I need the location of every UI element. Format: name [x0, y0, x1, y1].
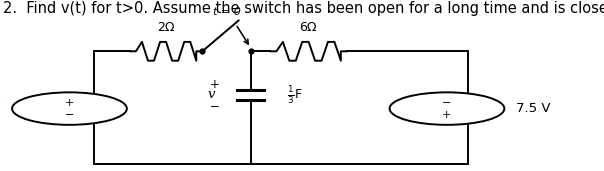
- Text: t = 0: t = 0: [213, 7, 240, 17]
- Text: v: v: [208, 88, 215, 101]
- Text: +: +: [65, 98, 74, 108]
- Text: 2.  Find v(t) for t>0. Assume the switch has been open for a long time and is cl: 2. Find v(t) for t>0. Assume the switch …: [3, 1, 604, 16]
- Text: −: −: [65, 110, 74, 120]
- Text: +: +: [442, 110, 452, 120]
- Text: −: −: [442, 98, 452, 108]
- Text: 2Ω: 2Ω: [157, 21, 174, 34]
- Text: +: +: [210, 78, 219, 91]
- Text: −: −: [210, 100, 219, 113]
- Text: 7.5 V: 7.5 V: [516, 102, 551, 115]
- Text: $\frac{1}{3}$F: $\frac{1}{3}$F: [287, 84, 303, 106]
- Text: 6Ω: 6Ω: [300, 21, 316, 34]
